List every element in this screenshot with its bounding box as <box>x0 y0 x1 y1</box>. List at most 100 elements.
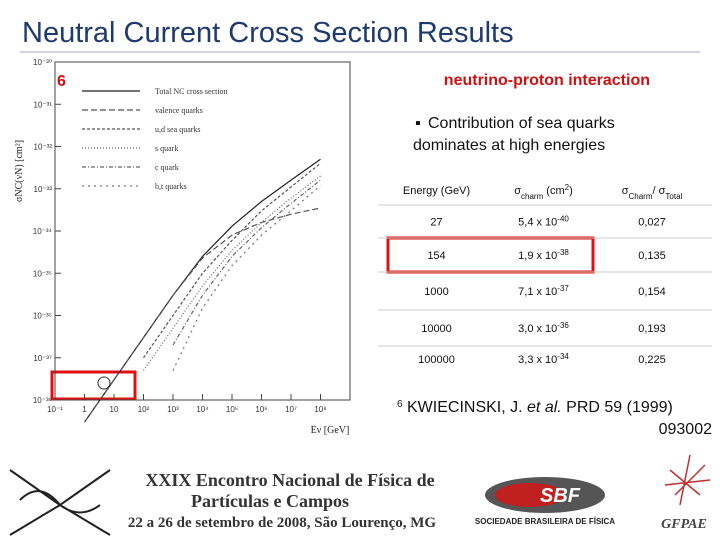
cell-segment: 27 <box>430 217 442 229</box>
ref-source: PRD 59 (1999) <box>562 399 673 416</box>
x-tick-label: 10² <box>138 405 150 414</box>
conference-dates: 22 a 26 de setembro de 2008, São Lourenç… <box>128 515 437 531</box>
cell-segment: 3,3 x 10 <box>518 354 557 366</box>
table-cell: 1000 <box>424 286 448 298</box>
cell-segment: σ <box>622 185 629 197</box>
y-axis-title: σNC(νN) [cm²] <box>14 140 25 202</box>
y-tick-label: 10⁻³³ <box>34 185 53 194</box>
sbf-logo-text: SBF <box>540 485 581 507</box>
table-cell: 0,027 <box>638 217 666 229</box>
legend-label: valence quarks <box>155 106 203 115</box>
bullet-line: Contribution of sea quarks <box>428 115 615 132</box>
x-tick-label: 10⁻¹ <box>47 405 63 414</box>
table-cell: 0,193 <box>638 323 666 335</box>
group-name: GFPAE <box>661 517 707 532</box>
legend-label: Total NC cross section <box>155 87 228 96</box>
series-line <box>143 175 321 371</box>
cell-segment: -38 <box>557 248 569 257</box>
cell-segment: 0,193 <box>638 323 666 335</box>
cell-segment: 3,0 x 10 <box>518 323 557 335</box>
conference-line: XXIX Encontro Nacional de Física de <box>145 470 434 490</box>
legend-label: b,t quarks <box>155 182 187 191</box>
cell-segment: 0,027 <box>638 217 666 229</box>
sbf-logo-inner <box>495 483 565 507</box>
table-cell: 5,4 x 10-40 <box>518 214 569 229</box>
x-tick-label: 10⁸ <box>314 405 326 414</box>
table-cell: 3,3 x 10-34 <box>518 352 569 367</box>
legend-label: c quark <box>155 163 179 172</box>
table-cell: σcharm (cm2) <box>514 183 573 201</box>
cell-segment: 0,225 <box>638 354 666 366</box>
ref-id: 093002 <box>659 421 712 438</box>
bullet-mark: ▪ <box>415 115 421 132</box>
table-cell: 154 <box>427 250 445 262</box>
cell-segment: 10000 <box>421 323 452 335</box>
cell-segment: 7,1 x 10 <box>518 286 557 298</box>
cell-segment: 100000 <box>418 354 455 366</box>
table-cell: 3,0 x 10-36 <box>518 321 569 336</box>
table-cell: 0,225 <box>638 354 666 366</box>
table-cell: 7,1 x 10-37 <box>518 284 569 299</box>
legend-label: s quark <box>155 144 178 153</box>
cell-segment: / σ <box>653 185 666 197</box>
series-line <box>172 179 321 346</box>
ref-etal: et al. <box>527 399 562 416</box>
ref-mark: 6 <box>397 399 403 410</box>
cell-segment: 0,154 <box>638 286 666 298</box>
cell-segment: Total <box>665 192 682 201</box>
cell-segment: Charm <box>628 192 652 201</box>
cell-segment: 1,9 x 10 <box>518 250 557 262</box>
y-tick-label: 10⁻³⁴ <box>33 227 53 236</box>
table-cell: 0,135 <box>638 250 666 262</box>
table-cell: 27 <box>430 217 442 229</box>
cell-segment: charm <box>521 192 544 201</box>
cell-segment: -40 <box>557 214 569 223</box>
x-tick-label: 10⁴ <box>196 405 209 414</box>
y-tick-label: 10⁻³² <box>34 143 53 152</box>
y-tick-label: 10⁻³¹ <box>34 100 53 109</box>
plot-marker: 6 <box>57 73 66 90</box>
x-axis-title: Eν [GeV] <box>311 425 350 436</box>
table-cell: 1,9 x 10-38 <box>518 248 569 263</box>
conference-line: Partículas e Campos <box>191 491 349 511</box>
cell-segment: 0,135 <box>638 250 666 262</box>
feynman-logo <box>9 469 111 536</box>
legend-label: u,d sea quarks <box>155 125 201 134</box>
table-cell: 10000 <box>421 323 452 335</box>
cell-segment: -36 <box>557 321 569 330</box>
gfpae-logo <box>664 454 711 506</box>
cell-segment: -34 <box>557 352 569 361</box>
footer <box>9 454 711 536</box>
bullet-text: Contribution of sea quarks dominates at h… <box>413 115 615 154</box>
y-tick-label: 10⁻³⁵ <box>33 269 52 278</box>
x-tick-label: 10⁶ <box>255 405 267 414</box>
x-tick-label: 10 <box>110 405 119 414</box>
cell-segment: ) <box>569 185 573 197</box>
highlight-circle <box>97 376 111 390</box>
series-line <box>143 162 321 359</box>
cell-segment: 2 <box>565 183 570 192</box>
cell-segment: σ <box>514 185 521 197</box>
cell-segment: 1000 <box>424 286 448 298</box>
cell-segment: 5,4 x 10 <box>518 217 557 229</box>
x-tick-label: 10³ <box>167 405 179 414</box>
table-cell: σCharm/ σTotal <box>622 185 683 201</box>
x-tick-label: 1 <box>82 405 87 414</box>
y-tick-label: 10⁻³⁷ <box>33 354 52 363</box>
cell-segment: Energy (GeV) <box>403 185 470 197</box>
x-tick-label: 10⁵ <box>226 405 238 414</box>
y-tick-label: 10⁻³⁸ <box>33 396 52 405</box>
y-tick-label: 10⁻³⁶ <box>33 312 52 321</box>
table-cell: 100000 <box>418 354 455 366</box>
slide-title: Neutral Current Cross Section Results <box>22 17 514 49</box>
cell-segment: -37 <box>557 284 569 293</box>
series-line <box>84 207 321 423</box>
society-name: SOCIEDADE BRASILEIRA DE FÍSICA <box>475 517 615 526</box>
subtitle: neutrino-proton interaction <box>444 72 650 89</box>
y-tick-label: 10⁻³⁰ <box>33 58 52 67</box>
table-cell: 0,154 <box>638 286 666 298</box>
reference: 6 KWIECINSKI, J. et al. PRD 59 (1999) <box>397 399 673 417</box>
ref-author: KWIECINSKI, J. <box>403 399 527 416</box>
